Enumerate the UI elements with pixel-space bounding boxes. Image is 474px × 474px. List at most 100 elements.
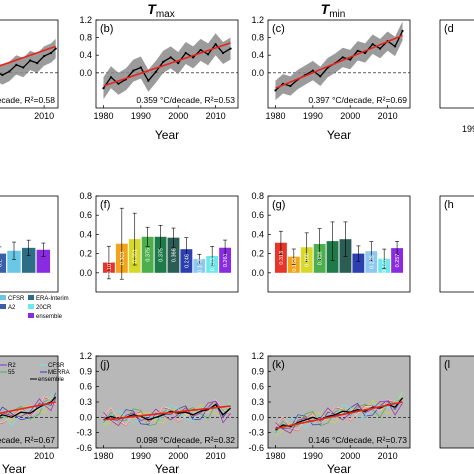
x-tick-label: 2010 — [206, 111, 226, 121]
legend-entry: R2 — [8, 363, 16, 369]
y-tick-label: 0.0 — [251, 412, 264, 422]
panel-label: (c) — [272, 23, 285, 35]
series-point — [184, 51, 187, 55]
y-tick-label: 0.0 — [79, 268, 92, 278]
panel-label: (g) — [272, 199, 285, 211]
trend-annotation: 0.098 °C/decade, R²=0.32 — [136, 435, 235, 445]
series-point — [22, 66, 25, 69]
series-point — [177, 62, 180, 65]
y-tick-label: -0.6 — [248, 443, 264, 453]
x-tick-label: 2000 — [340, 111, 360, 121]
bar-value-label: 0.313 — [279, 251, 285, 265]
x-tick-label: 2000 — [168, 111, 188, 121]
bar-value-label: 0.375 — [146, 248, 152, 262]
chart-panel-8: -0.6 -0.3 0.0 0.3 0.6 0.9 1.2 1980 1990 2000 2010 0… — [248, 351, 411, 474]
panel-label: (f) — [100, 199, 110, 211]
bar — [274, 242, 287, 273]
bar-value-label: 0.147 — [382, 259, 388, 273]
y-tick-label: 0.8 — [251, 191, 264, 201]
bar-value-label: 0.168 — [292, 258, 298, 272]
series-point — [162, 60, 165, 63]
member-series-line — [0, 396, 56, 424]
legend-swatch — [28, 313, 34, 318]
series-point — [214, 43, 217, 46]
member-series-line — [103, 401, 231, 425]
legend-entry: CFSR — [8, 296, 25, 302]
series-point — [371, 43, 374, 46]
legend-entry: 20CR — [36, 305, 52, 311]
x-tick-label: 199 — [462, 124, 474, 134]
series-point — [36, 62, 39, 65]
x-tick-label: 1990 — [131, 451, 151, 461]
y-tick-label: 1.2 — [79, 15, 92, 25]
member-series-line — [275, 397, 403, 429]
chart-panel-3: 0.2 — [0, 195, 59, 293]
y-tick-label: -0.6 — [76, 443, 92, 453]
bar-value-label: 0.257 — [395, 254, 401, 268]
bar — [219, 247, 232, 273]
series-point — [393, 45, 397, 48]
y-tick-label: 0.9 — [251, 366, 264, 376]
series-point — [29, 59, 32, 62]
y-tick-label: 0.4 — [79, 50, 92, 60]
series-point — [1, 73, 4, 77]
bar-value-label: 0.375 — [159, 248, 165, 262]
y-tick-label: 0.6 — [251, 210, 264, 220]
y-tick-label: 0.0 — [251, 68, 264, 78]
legend-entry: ERA-Interim — [36, 296, 69, 302]
trend-annotation: 0.359 °C/decade, R²=0.53 — [136, 95, 235, 105]
member-series-line — [0, 397, 57, 417]
legend-entry: ensemble — [36, 314, 63, 320]
y-tick-label: 1.2 — [79, 351, 92, 361]
series-point — [229, 47, 232, 50]
series-point — [401, 29, 404, 33]
y-tick-label: 0.6 — [251, 382, 264, 392]
bar — [352, 253, 365, 273]
bar-value-label: 0.303 — [120, 251, 126, 265]
bar — [154, 236, 167, 273]
series-point — [49, 51, 53, 55]
mean-series-line — [275, 397, 404, 431]
bar — [391, 248, 404, 273]
x-tick-label: 1990 — [131, 111, 151, 121]
series-point — [199, 48, 202, 52]
panel-label: (h — [444, 199, 454, 211]
x-tick-label: 1980 — [93, 111, 113, 121]
series-point — [192, 56, 195, 59]
bar — [141, 236, 154, 273]
y-tick-label: 0.3 — [251, 397, 264, 407]
series-point — [147, 79, 150, 82]
x-axis-label: Year — [327, 128, 351, 142]
legend-entry: MERRA — [48, 370, 70, 376]
trend-annotation: 0.397 °C/decade, R²=0.69 — [308, 95, 407, 105]
trend-annotation: /decade, R²=0.67 — [0, 435, 55, 445]
member-series-line — [103, 399, 231, 426]
series-point — [349, 58, 352, 61]
series-point — [117, 82, 120, 85]
bar-value-label: 0.366 — [171, 248, 177, 262]
x-axis-label: Year — [2, 462, 26, 474]
x-tick-label: 2000 — [340, 451, 360, 461]
plot-area — [0, 195, 59, 293]
x-tick-label: 1980 — [265, 111, 285, 121]
trend-line — [103, 42, 231, 87]
bar-value-label: 0.261 — [223, 253, 229, 267]
y-tick-label: 1.2 — [251, 351, 264, 361]
bar-value-label: 0.266 — [305, 253, 311, 267]
series-point — [139, 66, 142, 69]
series-point — [54, 47, 57, 50]
chart-panel-2: 0.0 0.4 0.8 1.2 1980 1990 2000 2010 0.397 °C/dec… — [251, 1, 411, 142]
bar — [365, 251, 378, 273]
mean-series-line — [102, 43, 231, 89]
chart-panel-0: 2010/decade, R²=0.58 — [0, 19, 59, 121]
legend-swatch — [28, 304, 34, 309]
bar-value-label: 0.143 — [197, 259, 203, 273]
chart-panel-7: -0.6 -0.3 0.0 0.3 0.6 0.9 1.2 1980 1990 2000 2010 0… — [76, 351, 239, 474]
y-tick-label: 0.2 — [251, 249, 264, 259]
y-tick-label: 0.0 — [251, 268, 264, 278]
trend-line — [275, 401, 403, 430]
chart-panel-1: 0.0 0.4 0.8 1.2 1980 1990 2000 2010 0.359 °C/dec… — [79, 1, 239, 142]
clipped-panel — [439, 19, 474, 109]
panel-label: (b) — [100, 23, 113, 35]
